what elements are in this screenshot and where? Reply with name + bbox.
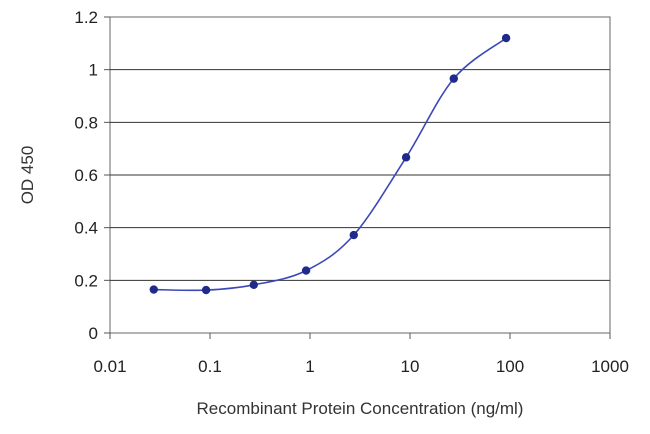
y-tick-label: 0.2 [74, 271, 98, 290]
y-tick-label: 1.2 [74, 8, 98, 27]
y-axis-title: OD 450 [18, 146, 37, 205]
data-point [401, 153, 411, 162]
y-tick-label: 0.4 [74, 219, 98, 238]
y-axis-ticks: 0 0.2 0.4 0.6 0.8 1 1.2 [74, 8, 110, 343]
x-tick-label: 100 [496, 357, 524, 376]
y-tick-label: 0.8 [74, 113, 98, 132]
x-axis-title: Recombinant Protein Concentration (ng/ml… [197, 399, 524, 418]
data-points [149, 33, 511, 295]
data-point [449, 74, 458, 83]
y-tick-label: 1 [89, 61, 98, 80]
data-point [501, 33, 511, 43]
y-tick-label: 0 [89, 324, 98, 343]
data-point [301, 266, 311, 275]
x-axis-ticks: 0.01 0.1 1 10 100 1000 [93, 333, 629, 376]
x-tick-label: 10 [401, 357, 420, 376]
x-tick-label: 1000 [591, 357, 629, 376]
data-point [201, 285, 211, 295]
data-point [349, 230, 358, 240]
x-tick-label: 1 [305, 357, 314, 376]
x-tick-label: 0.01 [93, 357, 126, 376]
data-point [149, 285, 158, 294]
x-tick-label: 0.1 [198, 357, 222, 376]
data-point [249, 280, 258, 290]
y-tick-label: 0.6 [74, 166, 98, 185]
